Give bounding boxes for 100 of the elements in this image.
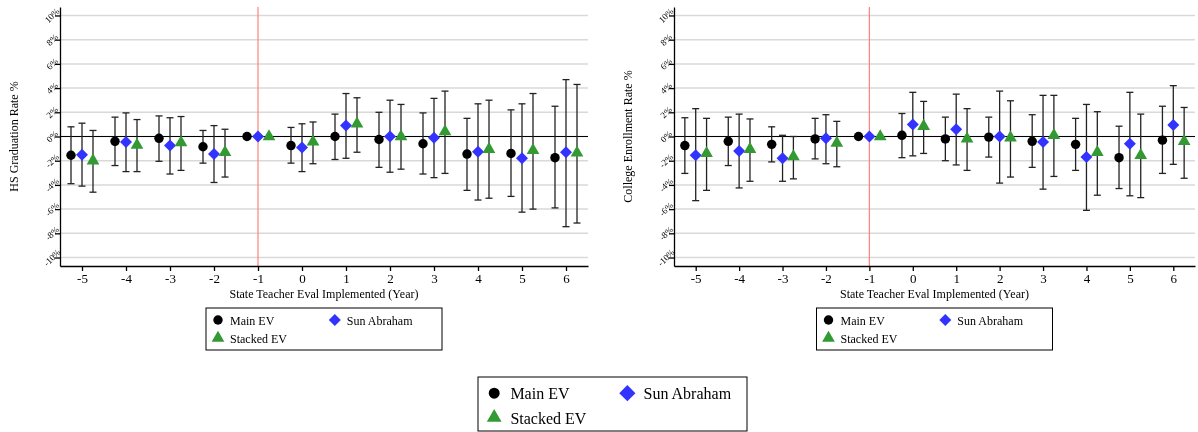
point	[110, 136, 120, 147]
point	[340, 119, 352, 132]
x-tick-label: 2	[387, 271, 394, 287]
x-tick-label: -5	[690, 271, 702, 287]
point	[296, 141, 308, 154]
x-tick-label: 4	[475, 271, 483, 287]
point	[950, 123, 963, 136]
x-axis-title: State Teacher Eval Implemented (Year)	[840, 287, 1029, 301]
point	[164, 139, 176, 152]
point	[960, 131, 974, 143]
point	[873, 129, 887, 141]
x-tick-label: 3	[431, 271, 438, 287]
point	[350, 116, 364, 128]
point	[306, 134, 320, 146]
y-axis-title: College Enrollment Rate %	[621, 70, 635, 203]
point	[1167, 119, 1180, 131]
point	[330, 131, 340, 142]
point	[374, 134, 384, 145]
point	[1114, 152, 1124, 163]
point	[1037, 135, 1050, 148]
point	[906, 118, 919, 131]
y-tick-label: -2%	[657, 151, 676, 170]
legend-label: Stacked EV	[230, 331, 288, 346]
legend-label: Stacked EV	[840, 331, 898, 346]
point	[680, 140, 690, 151]
x-tick-label: -1	[864, 271, 876, 287]
x-tick-label: -2	[821, 271, 832, 287]
point	[506, 148, 516, 159]
y-tick-label: 4%	[44, 80, 61, 96]
y-tick-label: 6%	[44, 55, 61, 72]
text: Main EV	[510, 385, 570, 403]
point	[743, 141, 757, 153]
x-tick-label: -2	[209, 271, 220, 287]
point	[853, 131, 864, 142]
point	[993, 130, 1006, 143]
y-tick-label: 10%	[42, 5, 62, 25]
point	[242, 131, 252, 142]
x-tick-label: 1	[343, 271, 350, 287]
point	[1177, 134, 1191, 146]
y-tick-label: -4%	[43, 175, 62, 194]
point	[286, 140, 296, 151]
point	[787, 149, 800, 161]
point	[86, 153, 100, 165]
x-axis-title: State Teacher Eval Implemented (Year)	[229, 287, 419, 301]
point	[766, 139, 777, 150]
point	[689, 149, 702, 162]
x-tick-label: 6	[563, 271, 571, 287]
point	[174, 135, 188, 147]
point	[1123, 137, 1136, 150]
y-tick-label: -10%	[41, 246, 63, 269]
x-tick-label: -3	[165, 271, 176, 287]
point	[482, 141, 496, 153]
point	[830, 135, 844, 147]
point	[984, 132, 994, 142]
point	[428, 131, 440, 144]
y-axis-title: HS Graduation Rate %	[7, 81, 21, 192]
point	[723, 136, 733, 147]
point	[262, 129, 276, 141]
legend-label: Main EV	[840, 313, 886, 328]
point	[1157, 135, 1168, 145]
text: Sun Abraham	[643, 385, 732, 403]
point	[472, 145, 484, 158]
point	[462, 149, 472, 159]
point	[897, 130, 907, 140]
x-tick-label: 6	[1170, 271, 1178, 287]
y-tick-label: 2%	[44, 104, 61, 121]
point	[550, 152, 560, 163]
point	[218, 144, 232, 156]
point	[120, 135, 132, 148]
point	[130, 137, 144, 149]
x-tick-label: 0	[910, 271, 917, 287]
point	[66, 150, 76, 160]
y-tick-label: 10%	[656, 5, 676, 25]
x-tick-label: 1	[953, 271, 960, 287]
x-tick-label: 5	[519, 271, 526, 287]
point	[940, 134, 951, 144]
point	[560, 146, 572, 159]
y-tick-label: -8%	[43, 224, 62, 243]
point	[1080, 151, 1093, 164]
point	[526, 143, 540, 155]
y-tick-label: 2%	[658, 104, 675, 121]
point	[1070, 139, 1081, 150]
point	[252, 130, 264, 143]
point	[1027, 136, 1037, 147]
x-tick-label: -3	[777, 271, 789, 287]
y-tick-label: -8%	[657, 224, 676, 243]
x-tick-label: 5	[1127, 271, 1134, 287]
y-tick-label: 4%	[658, 80, 675, 96]
point	[570, 145, 584, 157]
x-tick-label: 2	[996, 271, 1004, 287]
point	[394, 129, 408, 141]
y-tick-label: -2%	[43, 151, 62, 170]
y-tick-label: -4%	[657, 175, 676, 194]
y-tick-label: 8%	[658, 31, 675, 48]
y-tick-label: 8%	[44, 31, 61, 48]
point	[1134, 147, 1148, 159]
point	[76, 148, 88, 161]
point	[819, 132, 832, 145]
x-tick-label: 0	[299, 271, 306, 287]
point	[810, 134, 820, 144]
